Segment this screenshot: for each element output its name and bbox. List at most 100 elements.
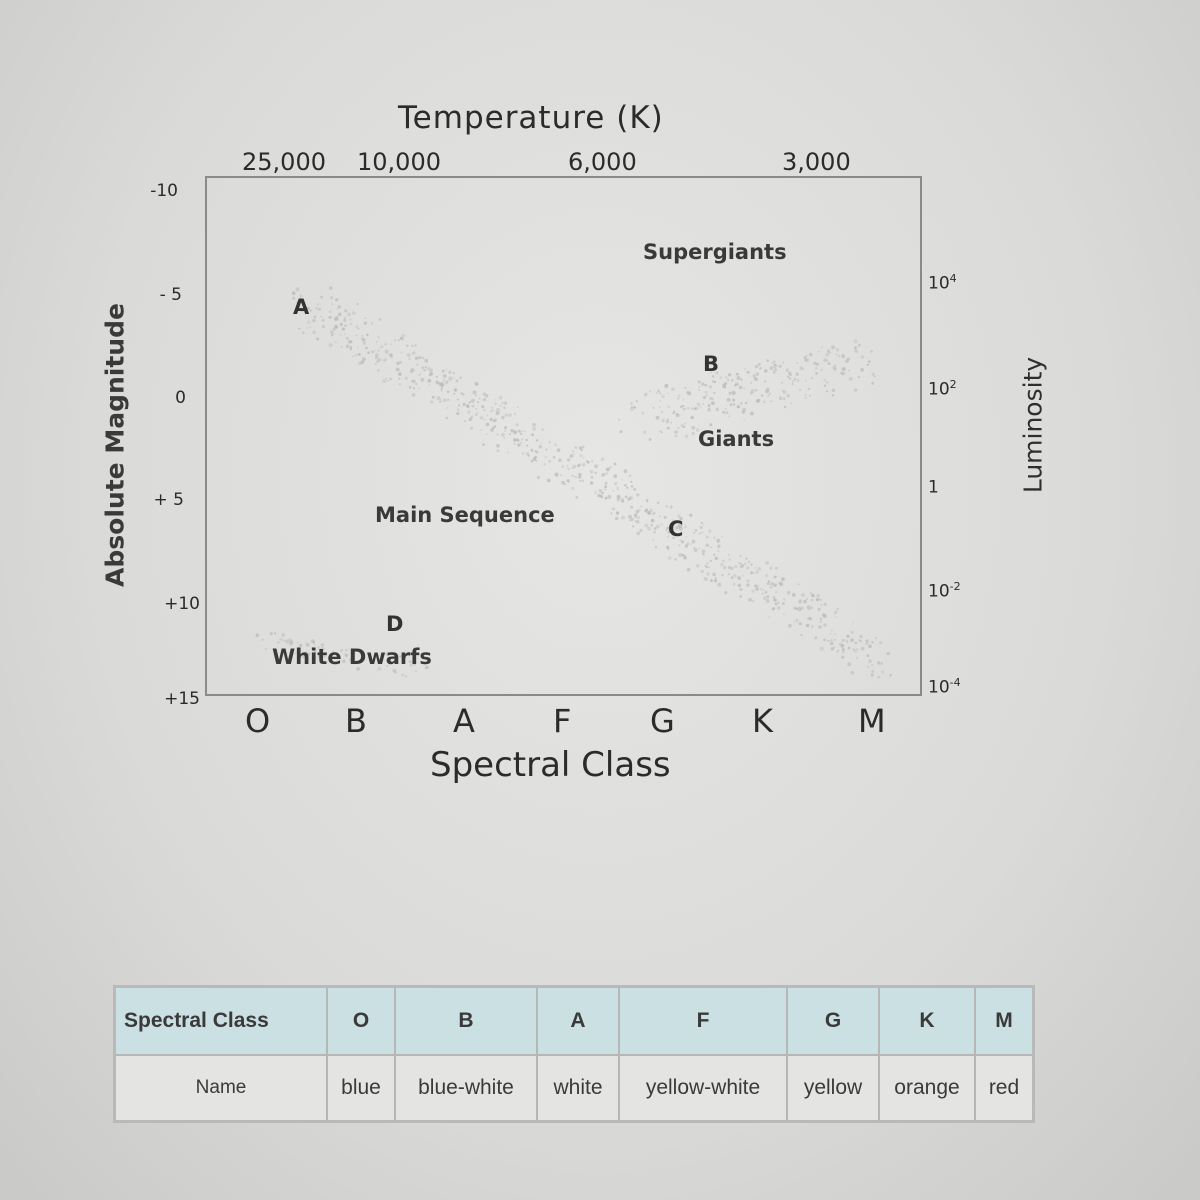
star-dot [312,651,317,655]
star-dot [624,484,627,487]
star-dot [340,345,343,348]
star-dot [355,325,359,329]
star-dot [858,343,861,347]
star-dot [792,380,794,383]
star-dot [498,395,503,400]
star-dot [697,380,701,384]
star-dot [382,379,387,383]
star-dot [647,511,651,515]
star-dot [499,404,502,407]
star-dot [772,595,776,599]
magnitude-tick: - 5 [159,285,182,305]
star-dot [666,547,670,551]
star-dot [659,430,661,433]
star-dot [693,407,697,411]
star-dot [333,332,335,335]
star-dot [691,431,695,436]
luminosity-tick: 10-4 [928,676,961,698]
star-dot [531,433,534,437]
star-dot [430,400,434,404]
star-dot [582,456,585,459]
star-dot [332,327,336,331]
star-dot [320,643,325,647]
point-d-label: D [386,612,404,636]
star-dot [825,352,830,357]
star-dot [578,476,581,479]
star-dot [847,646,851,650]
star-dot [835,353,838,356]
name-cell: blue-white [394,1054,538,1123]
star-dot [365,346,368,350]
star-dot [708,385,713,389]
star-dot [493,425,497,428]
name-cell: yellow [786,1054,880,1123]
star-dot [527,454,530,457]
star-dot [452,371,455,375]
star-dot [431,395,435,399]
star-dot [773,583,777,587]
star-dot [418,387,421,390]
star-dot [361,335,364,337]
star-dot [667,535,669,538]
star-dot [605,467,610,472]
star-dot [750,381,753,384]
star-dot [830,639,833,642]
star-dot [387,380,390,382]
star-dot [468,417,473,422]
star-dot [796,379,800,382]
star-dot [288,638,291,641]
star-dot [548,459,552,463]
star-dot [815,362,819,366]
star-dot [683,422,687,425]
star-dot [675,413,680,418]
star-dot [799,388,802,391]
star-dot [483,409,486,412]
star-dot [764,380,767,383]
star-dot [841,354,846,359]
star-dot [823,638,826,642]
star-dot [281,633,286,637]
star-dot [501,401,504,404]
star-dot [757,567,761,571]
star-dot [331,334,334,337]
star-dot [771,607,776,611]
star-dot [702,524,704,526]
star-dot [659,400,662,402]
star-dot [652,539,655,541]
star-dot [691,539,696,544]
star-dot [339,648,344,653]
star-dot [299,294,303,298]
star-dot [716,538,721,543]
star-dot [670,526,673,529]
star-dot [865,642,868,645]
star-dot [686,390,690,394]
star-dot [731,378,734,382]
star-dot [680,405,683,409]
star-dot [827,362,831,366]
star-dot [713,536,716,539]
star-dot [664,383,669,388]
star-dot [859,634,863,639]
star-dot [694,529,698,532]
star-dot [321,318,325,322]
star-dot [423,369,426,372]
star-dot [845,640,849,643]
star-dot [717,582,722,587]
star-dot [728,415,731,418]
star-dot [762,589,765,591]
star-dot [503,436,506,439]
star-dot [877,676,880,679]
temperature-tick: 10,000 [357,148,441,176]
star-dot [361,337,364,341]
star-dot [543,463,546,466]
star-dot [803,356,807,359]
class-cell: F [618,985,788,1056]
star-dot [494,402,497,405]
spectral-tick-k: K [752,702,773,740]
star-dot [616,486,619,489]
star-dot [558,458,562,463]
star-dot [486,414,489,417]
star-dot [307,320,311,324]
star-dot [410,370,413,374]
star-dot [729,403,733,407]
